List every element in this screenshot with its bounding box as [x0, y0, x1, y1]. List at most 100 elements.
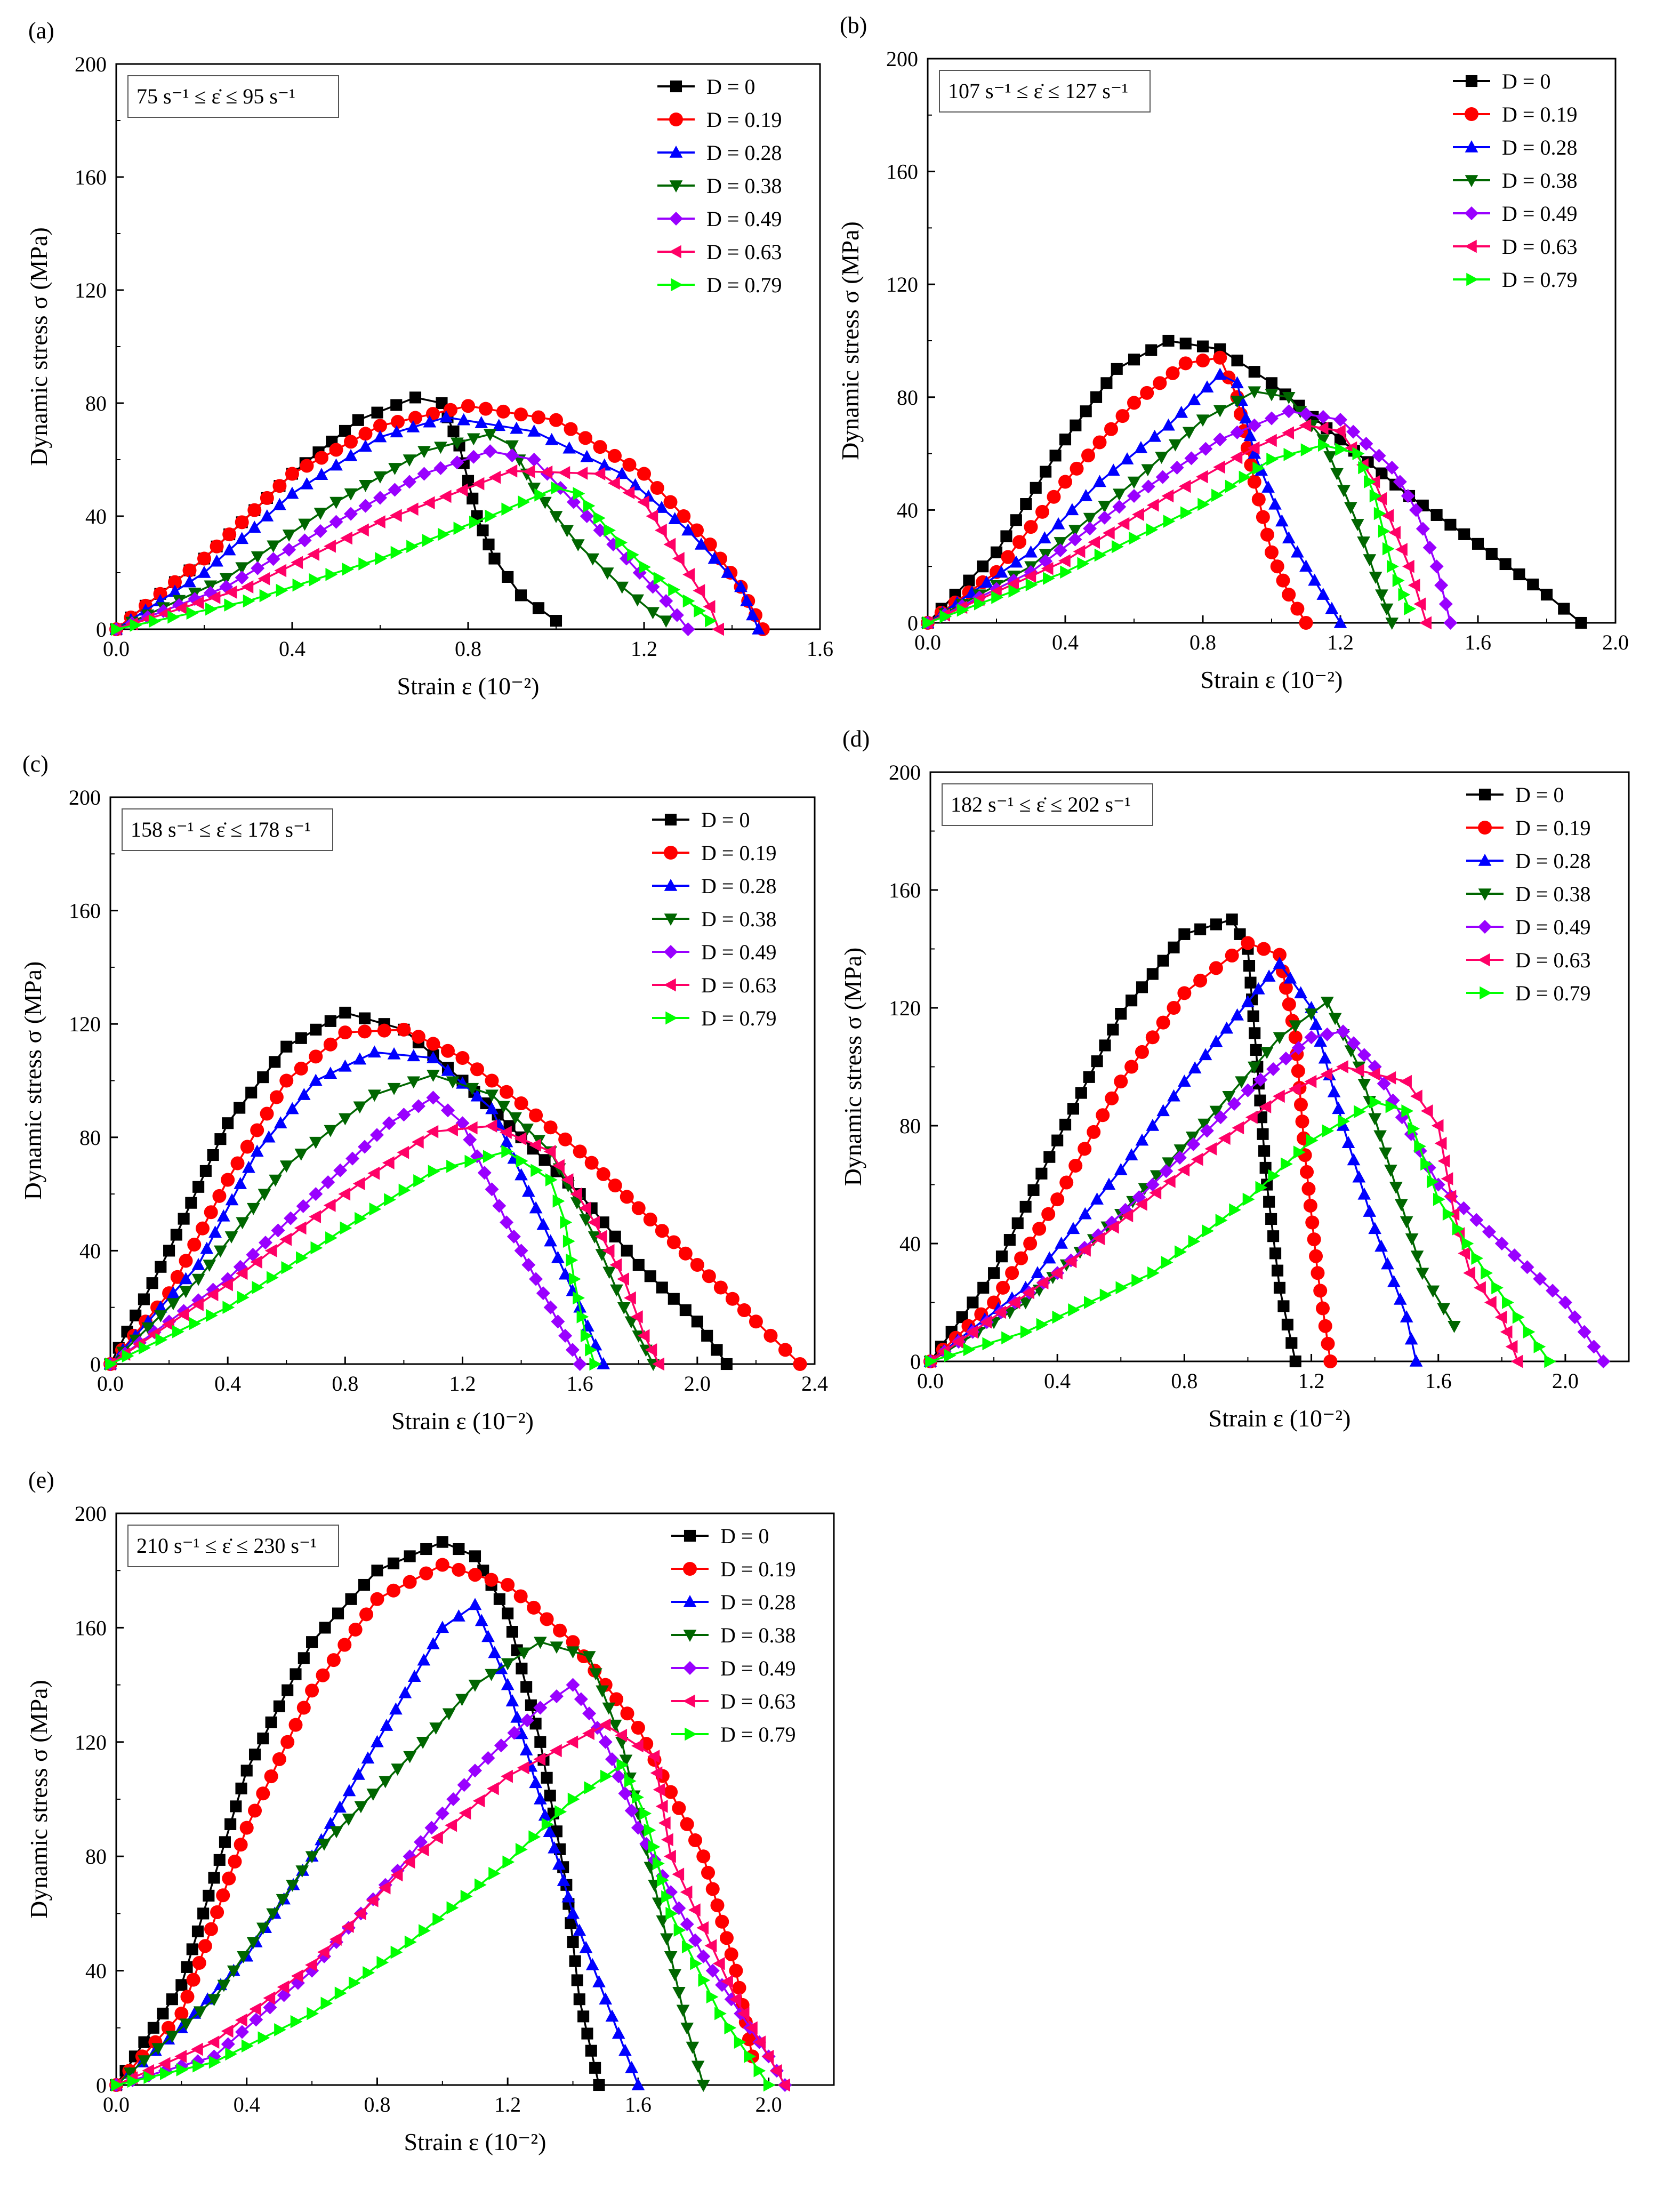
legend-label: D = 0.19	[1502, 102, 1577, 126]
data-point	[1320, 1067, 1333, 1081]
data-point	[329, 1933, 342, 1946]
legend-entry: D = 0	[1466, 783, 1564, 807]
series-D063	[923, 1060, 1523, 1368]
series-D063	[109, 464, 724, 636]
data-point	[1401, 488, 1415, 503]
data-point	[315, 451, 328, 465]
data-point	[436, 1536, 448, 1548]
data-point	[1135, 1045, 1149, 1059]
data-point	[1222, 1091, 1236, 1103]
data-point	[1180, 506, 1193, 520]
legend-label: D = 0.49	[706, 207, 782, 231]
data-point	[269, 1174, 282, 1187]
data-point	[1248, 1061, 1261, 1074]
data-point	[753, 2064, 766, 2078]
y-tick-label: 160	[75, 165, 107, 189]
data-point	[378, 1881, 391, 1895]
data-point	[696, 2080, 710, 2092]
data-point	[589, 1668, 602, 1681]
data-point	[154, 1300, 167, 1313]
data-point	[505, 464, 518, 478]
data-point	[647, 1750, 660, 1763]
data-point	[1178, 1075, 1191, 1087]
x-tick-label: 1.6	[567, 1372, 593, 1396]
data-point	[672, 1987, 686, 1999]
data-point	[1372, 448, 1386, 463]
legend-label: D = 0.79	[701, 1006, 776, 1030]
data-point	[650, 1766, 663, 1780]
data-point	[701, 1329, 713, 1342]
data-point	[1314, 1035, 1327, 1047]
data-point	[1282, 997, 1296, 1012]
data-point	[686, 2041, 700, 2054]
data-point	[1485, 548, 1498, 560]
data-point	[1184, 451, 1199, 466]
data-point	[1577, 1325, 1591, 1339]
data-point	[1373, 1130, 1387, 1143]
series-D028	[921, 367, 1347, 628]
data-point	[612, 2026, 625, 2039]
data-point	[465, 1121, 478, 1135]
data-point	[712, 622, 724, 636]
data-point	[1245, 1110, 1258, 1124]
data-point	[995, 1250, 1008, 1263]
data-point	[142, 2064, 154, 2078]
data-point	[549, 511, 563, 523]
data-point	[1041, 562, 1054, 575]
data-point	[310, 1241, 323, 1255]
data-point	[1027, 1184, 1040, 1196]
data-point	[321, 1175, 335, 1189]
data-point	[1378, 524, 1390, 538]
data-point	[551, 1314, 565, 1329]
data-point	[290, 2015, 303, 2028]
legend-label: D = 0.38	[706, 174, 782, 198]
data-point	[1053, 543, 1067, 557]
data-point	[720, 1358, 733, 1370]
data-point	[1011, 1217, 1024, 1230]
data-point	[724, 2021, 737, 2035]
data-point	[510, 1710, 524, 1723]
data-point	[274, 564, 287, 578]
data-point	[198, 1939, 212, 1953]
data-point	[258, 2031, 270, 2044]
data-point	[551, 481, 563, 495]
data-point	[1234, 928, 1246, 940]
data-point	[1059, 1118, 1072, 1130]
data-point	[676, 2004, 690, 2017]
data-point	[376, 1955, 389, 1969]
data-point	[566, 1646, 580, 1659]
data-point	[1484, 1296, 1497, 1309]
data-point	[324, 1067, 337, 1079]
data-point	[1311, 1266, 1325, 1280]
legend-label: D = 0.19	[1515, 816, 1590, 840]
data-point	[1178, 479, 1191, 493]
data-point	[1165, 366, 1180, 380]
data-point	[143, 2071, 156, 2084]
data-point	[1090, 1192, 1104, 1205]
data-point	[207, 1994, 221, 2007]
data-point	[581, 2027, 593, 2040]
data-point	[631, 1821, 645, 1835]
data-point	[371, 1735, 384, 1747]
data-point	[516, 1662, 528, 1675]
data-point	[309, 1073, 323, 1086]
data-point	[682, 568, 695, 581]
data-point	[138, 2036, 150, 2048]
data-point	[297, 1088, 311, 1100]
data-point	[1121, 1209, 1134, 1223]
data-point	[1068, 1158, 1083, 1173]
data-point	[1087, 1125, 1101, 1139]
data-point	[584, 1781, 597, 1794]
data-point	[1058, 475, 1072, 489]
data-point	[1408, 579, 1420, 592]
data-point	[737, 2007, 750, 2020]
x-tick-label: 1.6	[1465, 630, 1491, 654]
data-point	[1135, 1133, 1149, 1146]
data-point	[1474, 1281, 1486, 1295]
data-point	[1269, 1247, 1282, 1260]
data-point	[598, 1735, 613, 1749]
data-point	[1457, 1201, 1471, 1215]
data-point	[1107, 1220, 1119, 1234]
data-point	[1043, 1151, 1056, 1163]
data-point	[608, 1719, 622, 1732]
